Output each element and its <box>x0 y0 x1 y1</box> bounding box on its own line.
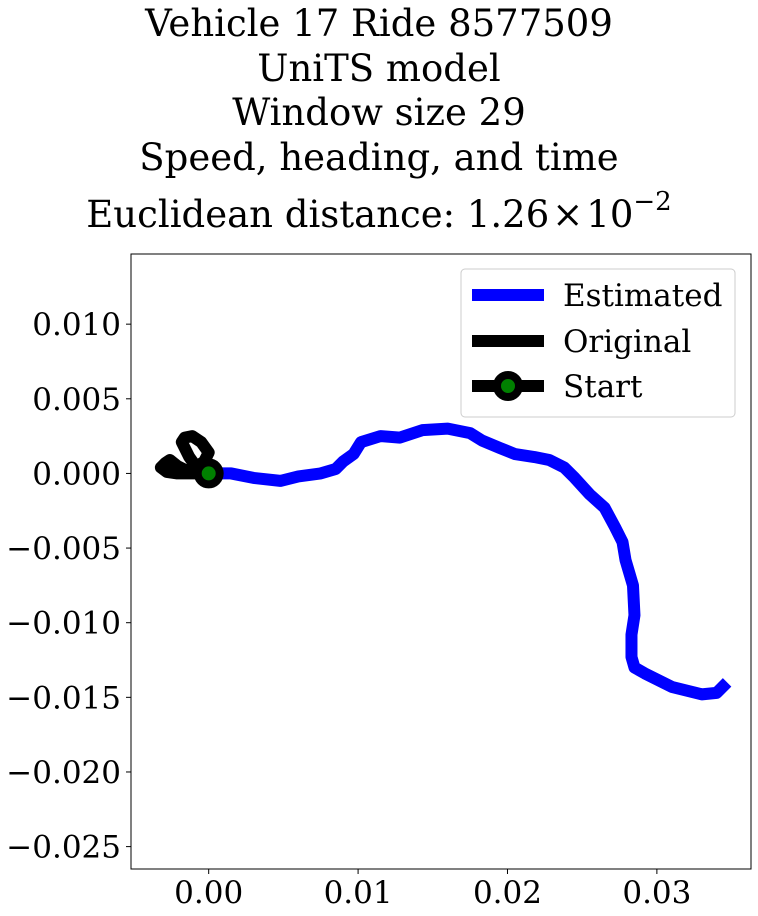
start-marker <box>193 458 224 489</box>
title-distance-times: × <box>552 193 584 236</box>
series-estimated-line <box>208 422 732 701</box>
chart-title: Vehicle 17 Ride 8577509 UniTS model Wind… <box>0 2 758 238</box>
y-tick-label: 0.005 <box>32 382 121 418</box>
title-line-distance: Euclidean distance: 1.26×10−2 <box>0 180 758 238</box>
y-tick-label: −0.005 <box>6 531 121 567</box>
title-distance-prefix: Euclidean distance: <box>86 193 467 236</box>
y-tick-label: −0.010 <box>6 606 121 642</box>
legend-start-marker <box>493 371 523 401</box>
title-line-1: Vehicle 17 Ride 8577509 <box>145 2 613 45</box>
y-tick-label: 0.010 <box>32 307 121 343</box>
title-distance-base: 10 <box>586 193 634 236</box>
title-distance-exponent: −2 <box>633 187 672 217</box>
y-tick-label: −0.020 <box>6 755 121 791</box>
legend-label-original: Original <box>563 324 691 360</box>
legend-label-estimated: Estimated <box>563 278 722 314</box>
title-line-4: Speed, heading, and time <box>139 135 619 179</box>
x-tick-label: 0.02 <box>473 875 542 911</box>
legend-label-start: Start <box>563 369 643 405</box>
y-tick-label: 0.000 <box>32 456 121 492</box>
x-tick-label: 0.03 <box>622 875 691 911</box>
x-tick-label: 0.01 <box>324 875 393 911</box>
y-tick-label: −0.025 <box>6 830 121 866</box>
y-tick-label: −0.015 <box>6 680 121 716</box>
title-line-3: Window size 29 <box>232 91 526 134</box>
x-tick-label: 0.00 <box>174 875 243 911</box>
title-distance-mantissa: 1.26 <box>466 193 550 236</box>
title-line-2: UniTS model <box>257 46 501 90</box>
plot-frame <box>130 253 752 870</box>
